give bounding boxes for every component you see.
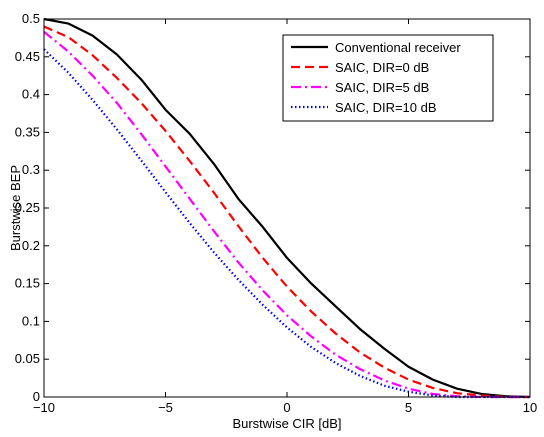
y-tick-label: 0.35 [15, 124, 40, 139]
y-tick-label: 0.4 [22, 87, 40, 102]
legend-label-3: SAIC, DIR=5 dB [335, 80, 429, 95]
y-tick-label: 0 [33, 389, 40, 404]
x-tick-label: 0 [283, 400, 290, 415]
y-tick-label: 0.1 [22, 313, 40, 328]
y-tick-label: 0.45 [15, 49, 40, 64]
x-tick-label: −10 [33, 400, 55, 415]
x-tick-label: −5 [158, 400, 173, 415]
y-tick-label: 0.5 [22, 11, 40, 26]
y-tick-label: 0.2 [22, 238, 40, 253]
series-line-1 [43, 17, 531, 399]
y-tick-label: 0.3 [22, 162, 40, 177]
x-axis-label: Burstwise CIR [dB] [232, 416, 341, 431]
series-layer [43, 17, 531, 399]
legend: Conventional receiver SAIC, DIR=0 dB SAIC,… [282, 34, 494, 122]
y-tick-label: 0.25 [15, 200, 40, 215]
legend-label-1: Conventional receiver [335, 40, 461, 55]
legend-box [282, 34, 494, 122]
ticks-layer: −10 −5 0 5 10 0 0.05 0.1 0.15 0.2 0.25 0.3 0.35 0.4 0.… [15, 11, 538, 415]
y-tick-label: 0.15 [15, 276, 40, 291]
series-line-2 [43, 25, 530, 399]
x-tick-label: 5 [405, 400, 412, 415]
legend-label-4: SAIC, DIR=10 dB [335, 100, 437, 115]
x-tick-label: 10 [523, 400, 537, 415]
legend-label-2: SAIC, DIR=0 dB [335, 60, 429, 75]
series-line-3 [43, 30, 530, 399]
y-axis-label: Burstwise BEP [8, 165, 23, 251]
y-tick-label: 0.05 [15, 351, 40, 366]
